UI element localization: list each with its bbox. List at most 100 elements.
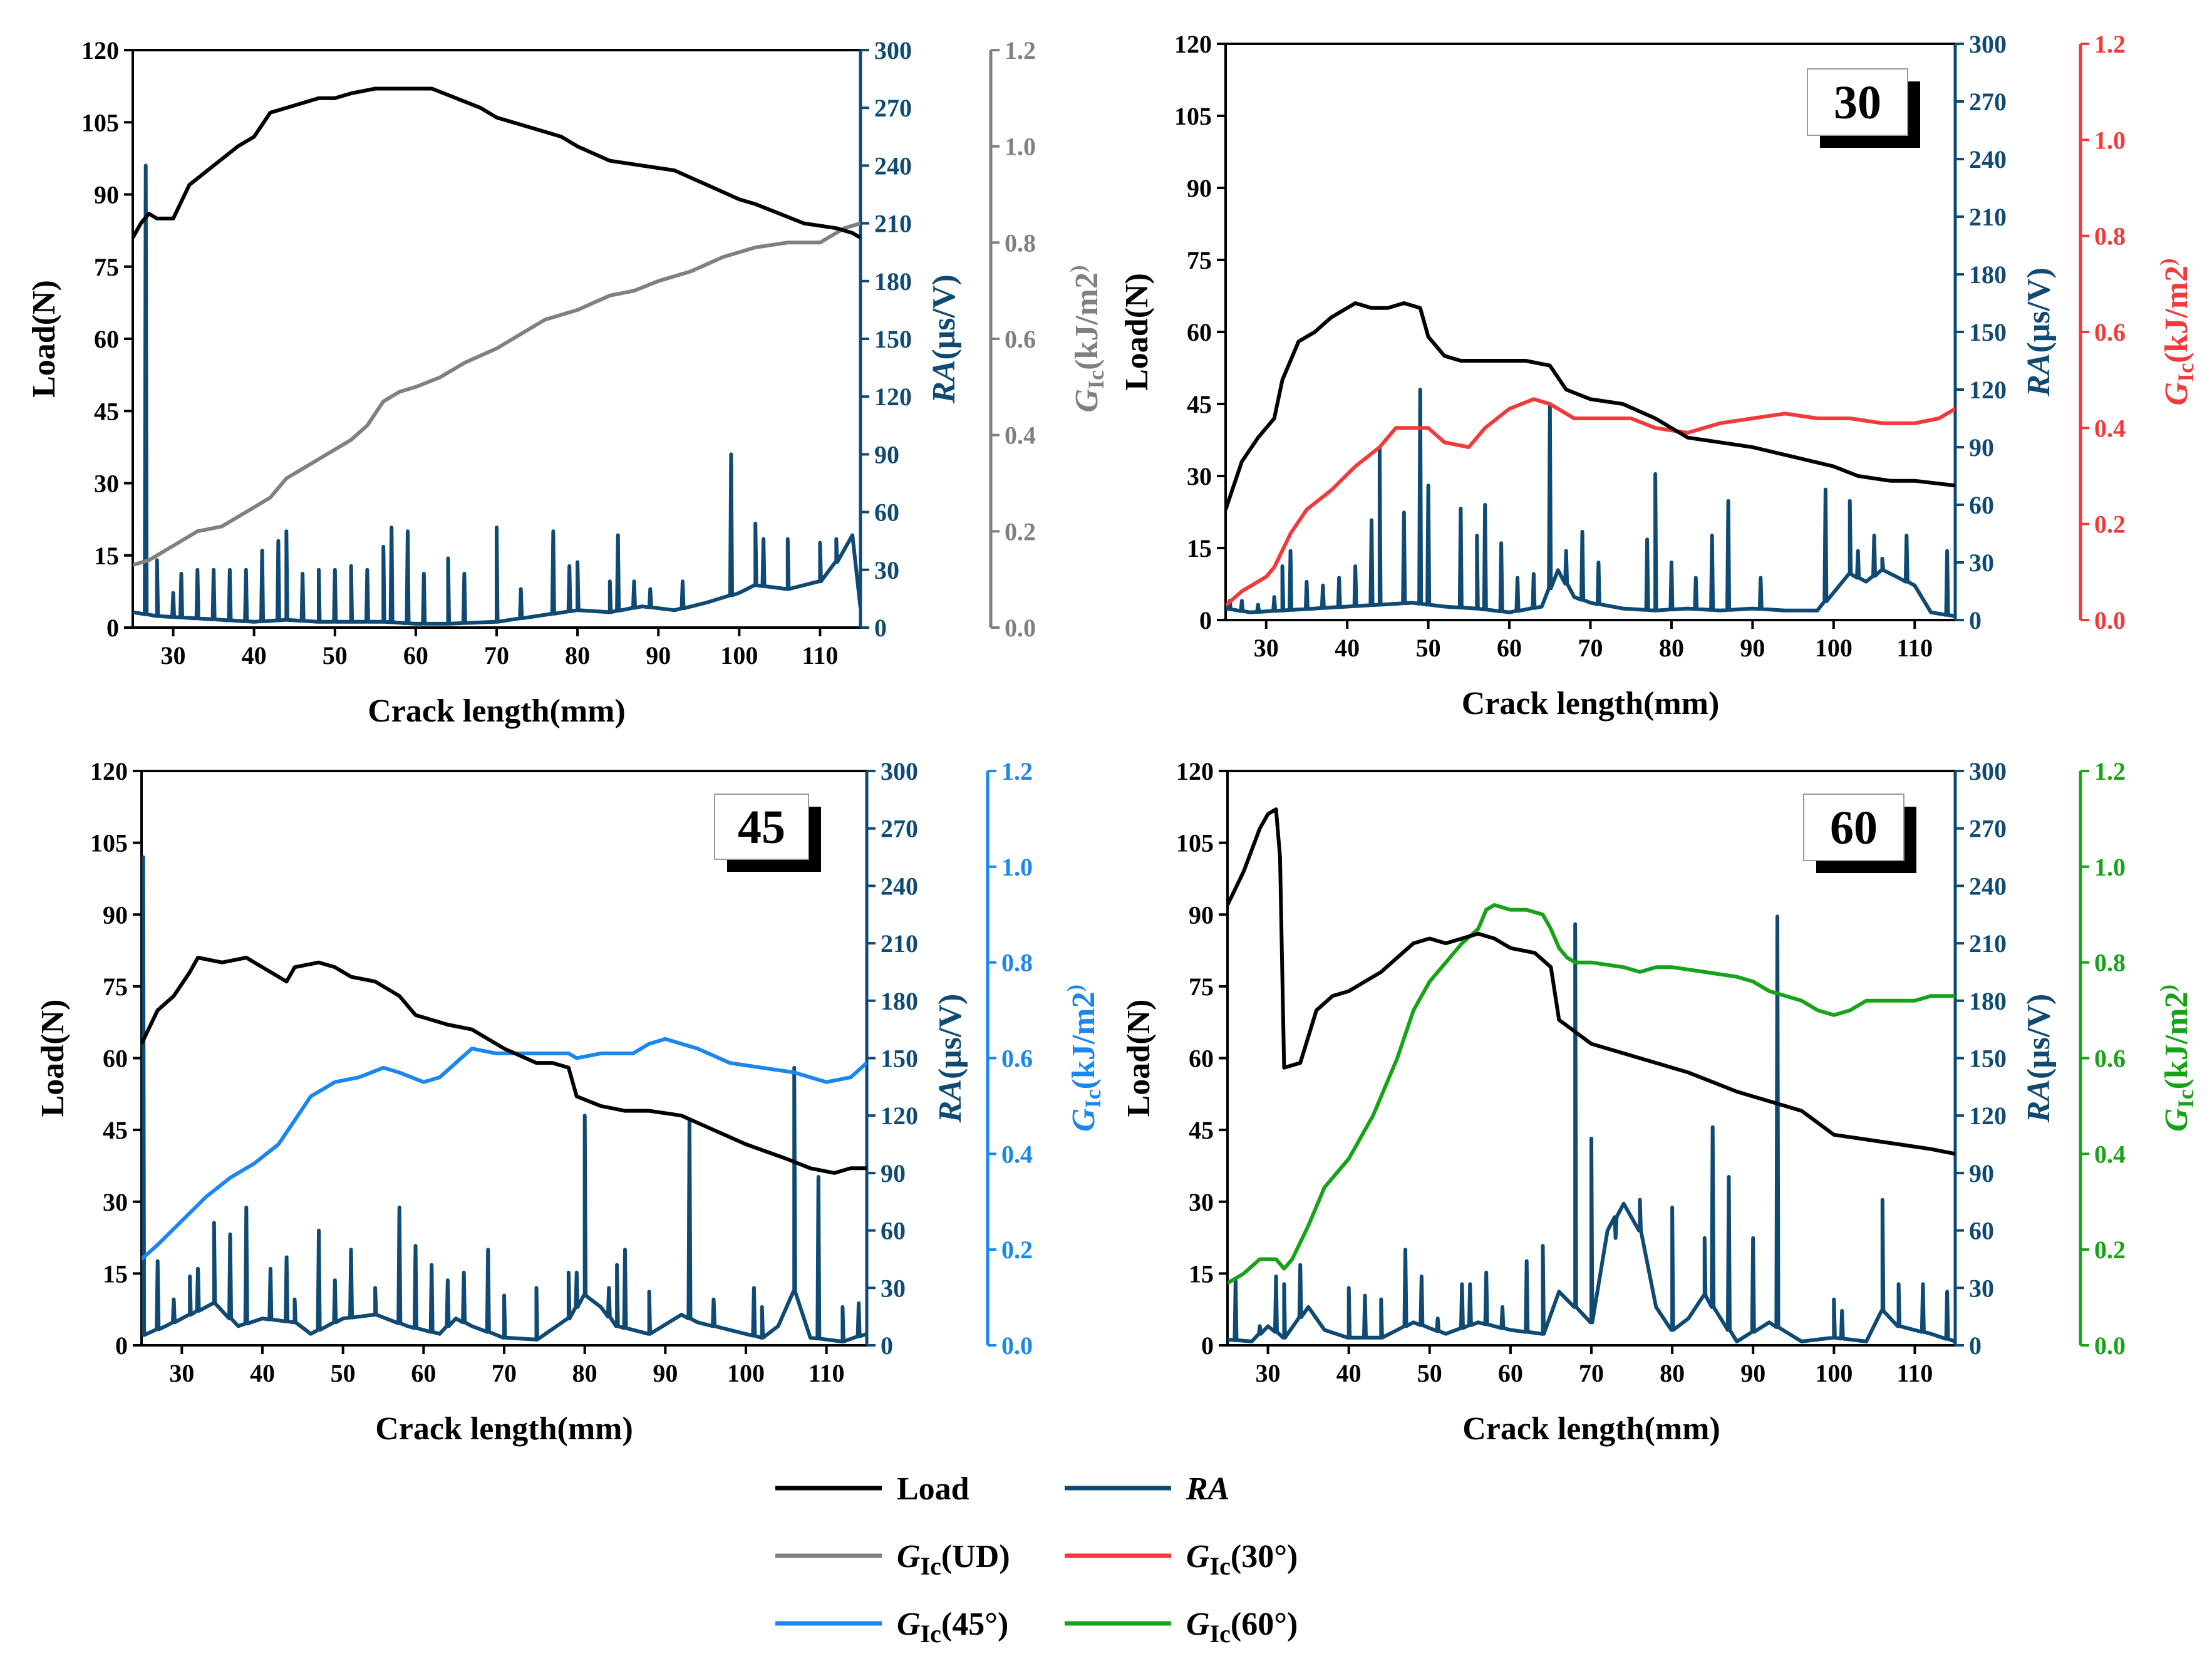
x-tick-label: 110: [1896, 634, 1933, 662]
load-axis-title: Load(N): [1121, 1000, 1157, 1117]
ra-tick-label: 300: [1969, 30, 2007, 58]
ra-tick-label: 90: [881, 1159, 906, 1187]
ra-tick-label: 270: [1969, 88, 2007, 116]
load-tick-label: 30: [94, 470, 119, 498]
ra-tick-label: 60: [881, 1217, 906, 1245]
gic-tick-label: 0.4: [1001, 1140, 1033, 1168]
gic-axis-title: GIc(kJ/m2): [2156, 985, 2198, 1132]
x-tick-label: 100: [1815, 1359, 1853, 1387]
ra-tick-label: 240: [1969, 145, 2007, 173]
ra-tick-label: 30: [1969, 549, 1994, 577]
panel-badge-label: 45: [738, 801, 785, 854]
x-tick-label: 60: [1497, 634, 1522, 662]
gic-axis-title-symbol: G: [2159, 1108, 2194, 1132]
x-tick-label: 90: [646, 641, 671, 670]
load-tick-label: 30: [1187, 462, 1212, 490]
gic-tick-label: 0.0: [1001, 1332, 1033, 1360]
load-tick-label: 45: [1189, 1116, 1214, 1144]
load-tick-label: 60: [1187, 318, 1212, 346]
x-tick-label: 80: [572, 1359, 597, 1387]
ra-tick-label: 210: [1969, 203, 2007, 231]
load-axis-title: Load(N): [26, 280, 62, 398]
x-axis-title: Crack length(mm): [375, 1411, 633, 1447]
ra-tick-label: 60: [1969, 491, 1994, 519]
ra-tick-label: 210: [874, 210, 912, 238]
legend-item-ra: RA: [1065, 1471, 1229, 1507]
ra-tick-label: 300: [1969, 757, 2007, 785]
load-tick-label: 30: [103, 1188, 128, 1216]
gic-tick-label: 0.8: [2094, 222, 2126, 251]
ra-axis-title-symbol: RA: [2021, 353, 2057, 396]
legend-label-load: Load: [897, 1471, 969, 1507]
load-tick-label: 120: [90, 757, 128, 785]
gic-axis-title: GIc(kJ/m2): [2156, 259, 2198, 406]
ra-tick-label: 120: [1969, 376, 2007, 404]
ra-tick-label: 180: [874, 267, 912, 296]
gic-tick-label: 0.8: [2094, 949, 2126, 977]
x-tick-label: 70: [492, 1359, 517, 1387]
x-tick-label: 50: [1417, 1359, 1442, 1387]
gic-tick-label: 1.0: [1005, 133, 1036, 161]
x-tick-label: 90: [1740, 634, 1765, 662]
ra-tick-label: 90: [1969, 1159, 1994, 1187]
legend-item-gic-30: GIc(30°): [1065, 1539, 1298, 1580]
gic-tick-label: 1.0: [1001, 853, 1033, 881]
gic-axis-title-superscript: ): [2156, 985, 2179, 991]
ra-axis-title-symbol: RA: [933, 1079, 968, 1123]
gic-tick-label: 0.4: [2094, 1140, 2126, 1168]
load-tick-label: 105: [1174, 102, 1212, 130]
ra-tick-label: 180: [881, 987, 918, 1015]
x-tick-label: 50: [323, 641, 348, 670]
gic-tick-label: 0.4: [2094, 414, 2126, 442]
load-tick-label: 75: [1187, 246, 1212, 274]
x-tick-label: 50: [1416, 634, 1441, 662]
ra-axis-title-symbol: RA: [2021, 1079, 2057, 1123]
load-tick-label: 75: [94, 253, 119, 281]
gic-axis-title-subscript: Ic: [2173, 1089, 2198, 1108]
ra-tick-label: 30: [874, 556, 899, 584]
gic-axis-title-subscript: Ic: [2173, 363, 2198, 382]
ra-tick-label: 0: [1969, 606, 1982, 634]
load-series-line: [133, 86, 861, 240]
load-tick-label: 105: [1176, 829, 1214, 857]
gic-tick-label: 0.2: [1001, 1236, 1033, 1264]
load-tick-label: 15: [103, 1260, 128, 1288]
gic-tick-label: 0.6: [2094, 318, 2126, 346]
gic-axis-title-symbol: G: [1069, 389, 1105, 413]
gic-tick-label: 1.0: [2094, 126, 2126, 154]
load-axis-title: Load(N): [35, 1000, 71, 1117]
x-tick-label: 70: [1579, 1359, 1604, 1387]
load-series-line: [1226, 301, 1955, 510]
load-tick-label: 45: [94, 397, 119, 425]
load-tick-label: 0: [115, 1332, 128, 1360]
x-tick-label: 30: [169, 1359, 194, 1387]
ra-axis-title-symbol: RA: [926, 360, 962, 403]
load-axis-title: Load(N): [1119, 273, 1155, 391]
ra-tick-label: 120: [1969, 1102, 2007, 1130]
x-tick-label: 80: [565, 641, 590, 670]
legend-label-gic-ud: GIc(UD): [897, 1539, 1010, 1580]
ra-axis-title: RA(μs/V): [933, 994, 968, 1124]
ra-tick-label: 300: [874, 36, 912, 65]
legend-item-gic-60: GIc(60°): [1065, 1606, 1298, 1648]
gic-axis-title-superscript: ): [1063, 985, 1087, 991]
x-tick-label: 90: [653, 1359, 678, 1387]
gic-axis-title-unit: (kJ/m2: [1069, 272, 1105, 370]
ra-axis-title-unit: (μs/V): [2021, 267, 2057, 353]
ra-tick-label: 210: [1969, 929, 2007, 958]
ra-tick-label: 60: [874, 499, 899, 527]
gic-axis-title-symbol: G: [1066, 1108, 1102, 1132]
panel-badge-label: 60: [1830, 802, 1878, 854]
load-tick-label: 105: [81, 108, 119, 137]
gic-axis-title-unit: (kJ/m2: [2159, 991, 2194, 1089]
x-tick-label: 60: [403, 641, 428, 670]
load-tick-label: 90: [1189, 901, 1214, 929]
load-tick-label: 45: [103, 1116, 128, 1144]
panel-30: 30 40 50 60 70 80 90 100 110 0 15 30 45 60 75 90 105 120 0…: [1119, 30, 2198, 722]
legend-label-gic-45: GIc(45°): [897, 1606, 1008, 1648]
plot-area: [133, 86, 861, 626]
x-tick-label: 40: [250, 1359, 275, 1387]
gic-tick-label: 0.2: [2094, 510, 2126, 539]
x-tick-label: 60: [411, 1359, 436, 1387]
gic-tick-label: 1.2: [1005, 36, 1036, 65]
